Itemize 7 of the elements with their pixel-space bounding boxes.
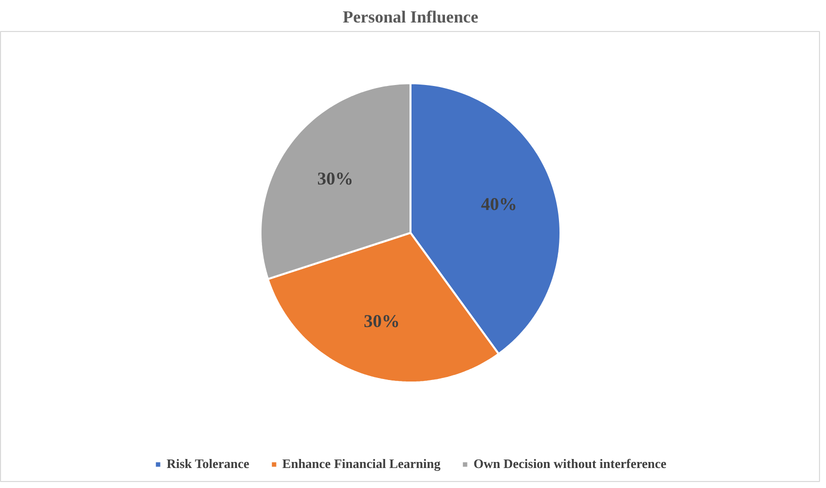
legend-label: Enhance Financial Learning [282,456,440,472]
data-label: 30% [364,311,400,332]
legend-label: Risk Tolerance [166,456,250,472]
data-label: 40% [480,194,517,214]
data-label: 30% [317,168,354,188]
chart-title: Personal Influence [342,8,479,26]
legend-label: Own Decision without interference [473,456,666,472]
